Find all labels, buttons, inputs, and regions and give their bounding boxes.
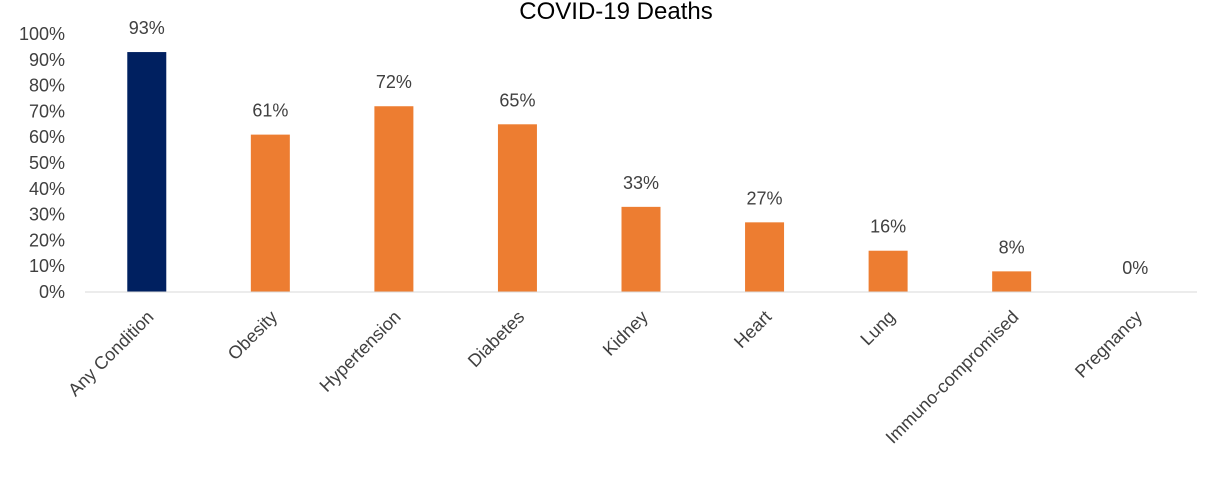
x-tick-label: Any Condition [64,307,157,400]
x-tick-label: Obesity [224,307,281,364]
data-label: 72% [376,72,412,92]
y-tick-label: 50% [29,153,65,173]
bar [621,206,661,292]
bar [250,134,290,292]
x-tick-label: Lung [856,307,898,349]
data-label: 65% [499,90,535,110]
bar [497,124,537,292]
data-label: 93% [129,18,165,38]
bar [127,52,167,293]
x-tick-label: Kidney [599,307,652,360]
data-label: 61% [252,101,288,121]
y-axis-ticks: 0% 10% 20% 30% 40% 50% 60% 70% 80% 90% 100% [19,24,65,302]
y-tick-label: 60% [29,127,65,147]
y-tick-label: 40% [29,179,65,199]
x-tick-label: Diabetes [464,307,528,371]
chart-title: COVID-19 Deaths [519,0,712,25]
x-axis-category-labels: Any Condition Obesity Hypertension Diabetes… [64,307,1146,448]
data-label: 0% [1122,258,1148,278]
bar [992,271,1032,292]
bars [127,52,1032,293]
data-label: 8% [999,237,1025,257]
y-tick-label: 10% [29,256,65,276]
bar [374,106,414,293]
y-tick-label: 100% [19,24,65,44]
y-tick-label: 70% [29,101,65,121]
y-tick-label: 30% [29,205,65,225]
data-label: 33% [623,173,659,193]
x-tick-label: Immuno-compromised [882,307,1023,448]
y-tick-label: 80% [29,76,65,96]
x-tick-label: Hypertension [316,307,405,396]
x-tick-label: Heart [730,307,775,352]
x-tick-label: Pregnancy [1071,307,1146,382]
data-label: 27% [747,188,783,208]
y-tick-label: 20% [29,230,65,250]
data-labels: 93% 61% 72% 65% 33% 27% 16% 8% 0% [129,18,1148,278]
y-tick-label: 0% [39,282,65,302]
bar [745,222,785,292]
bar [868,250,908,292]
y-tick-label: 90% [29,50,65,70]
data-label: 16% [870,217,906,237]
